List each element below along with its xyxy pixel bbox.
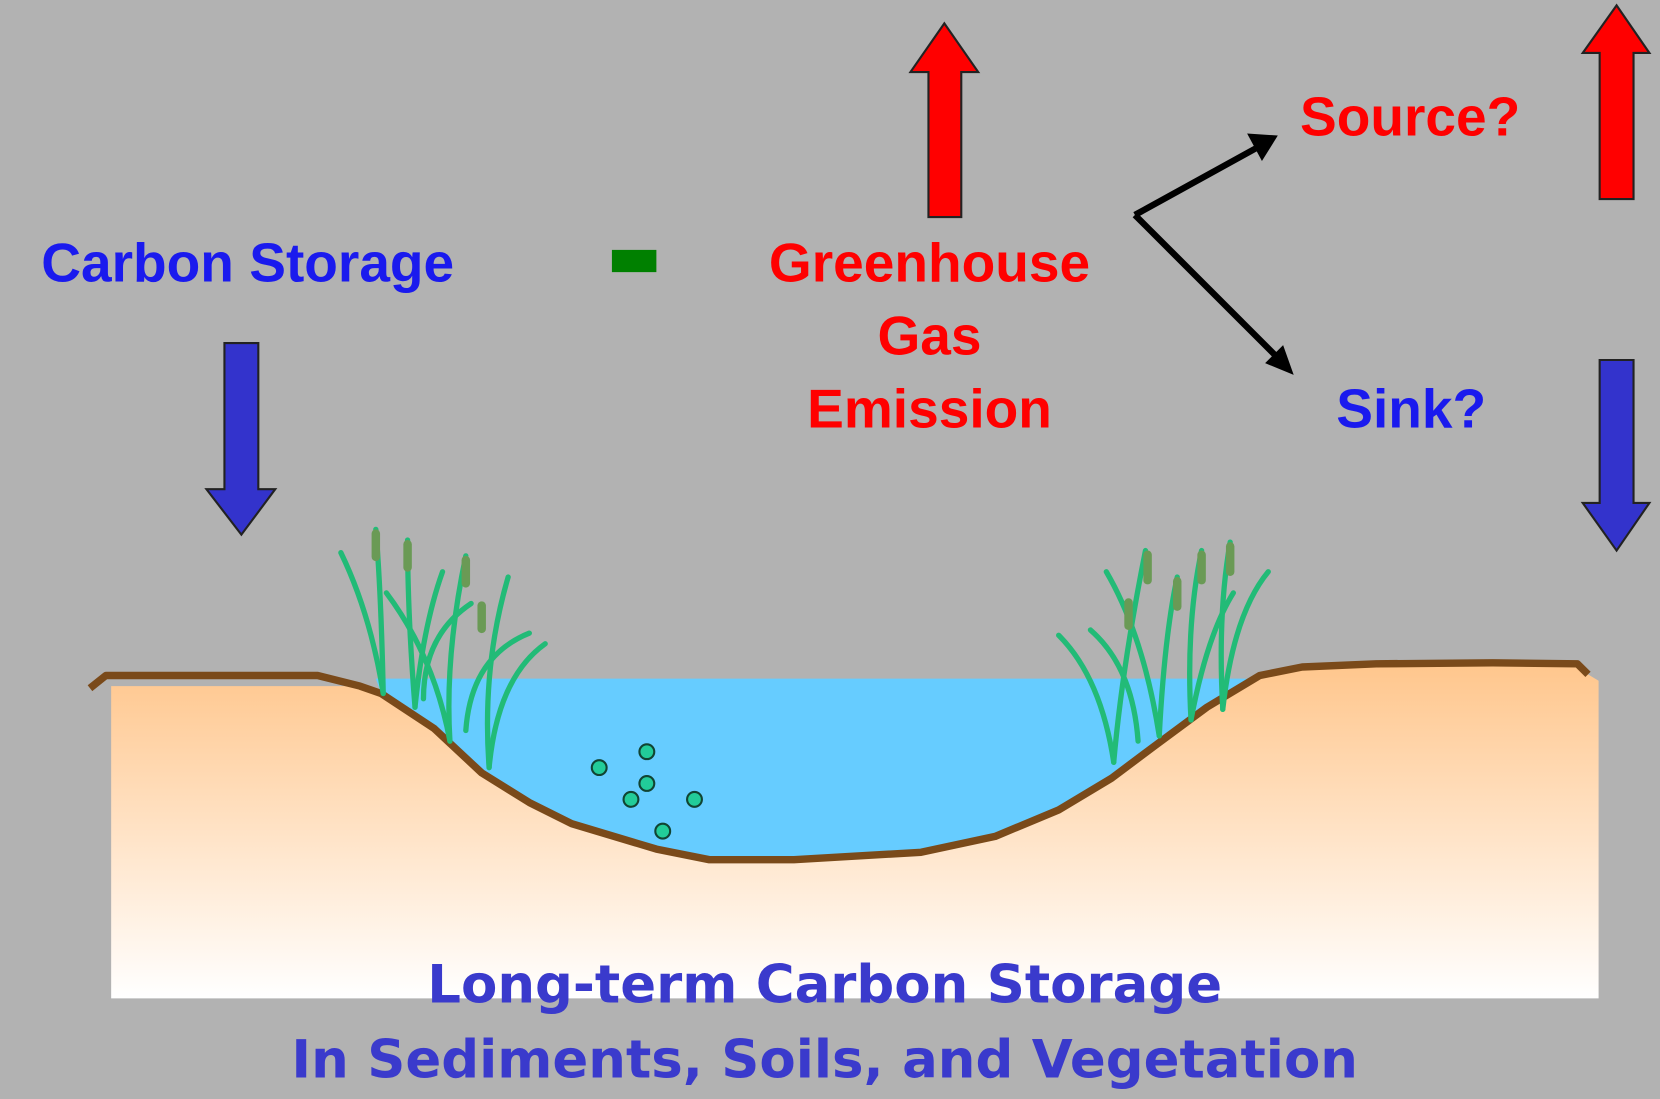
cattails-right bbox=[1124, 542, 1235, 630]
soil bbox=[111, 662, 1599, 999]
footer-line: In Sediments, Soils, and Vegetation bbox=[291, 1030, 1358, 1091]
water bbox=[375, 678, 1250, 860]
footer-line: Long-term Carbon Storage bbox=[427, 954, 1222, 1015]
greenhouse-line: Emission bbox=[807, 377, 1052, 439]
cattails-left bbox=[371, 529, 486, 634]
arrow-up-right bbox=[1580, 3, 1652, 201]
greenhouse-line: Gas bbox=[877, 304, 981, 366]
arrowhead-source bbox=[1247, 133, 1278, 161]
arrowhead-sink bbox=[1265, 345, 1294, 375]
minus-sign bbox=[611, 249, 657, 273]
arrow-down-right bbox=[1580, 358, 1652, 553]
bank-line bbox=[87, 659, 1591, 864]
branch-arrows bbox=[1132, 143, 1282, 362]
bubbles bbox=[590, 743, 703, 840]
arrow-up-red bbox=[908, 21, 981, 219]
carbon-storage: Carbon Storage bbox=[41, 231, 454, 293]
source-label: Source? bbox=[1300, 85, 1520, 147]
sink-label: Sink? bbox=[1336, 377, 1486, 439]
arrow-down-left bbox=[204, 342, 278, 537]
greenhouse-line: Greenhouse bbox=[769, 231, 1090, 293]
